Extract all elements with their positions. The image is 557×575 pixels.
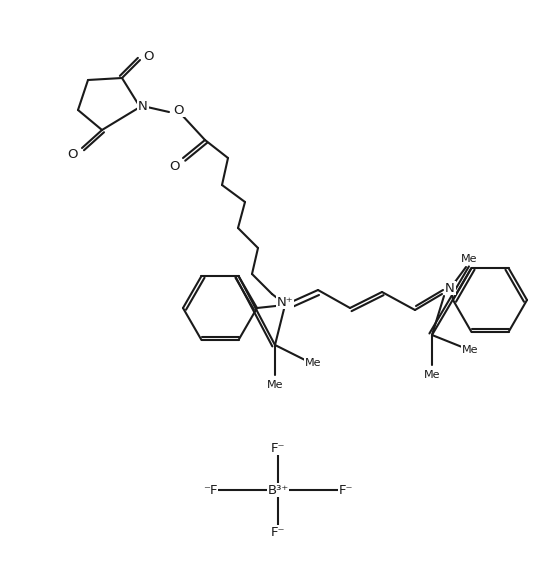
Text: ⁻F: ⁻F <box>203 484 217 496</box>
Text: O: O <box>143 49 153 63</box>
Text: F⁻: F⁻ <box>339 484 353 496</box>
Text: B³⁺: B³⁺ <box>267 484 289 496</box>
Text: F⁻: F⁻ <box>271 442 285 454</box>
Text: Me: Me <box>462 345 478 355</box>
Text: O: O <box>67 148 77 160</box>
Text: O: O <box>170 159 180 172</box>
Text: N⁺: N⁺ <box>277 296 294 309</box>
Text: N: N <box>138 101 148 113</box>
Text: O: O <box>174 104 184 117</box>
Text: N: N <box>445 282 455 294</box>
Text: Me: Me <box>267 380 284 390</box>
Text: Me: Me <box>461 254 477 264</box>
Text: F⁻: F⁻ <box>271 526 285 539</box>
Text: Me: Me <box>305 358 321 368</box>
Text: Me: Me <box>424 370 440 380</box>
